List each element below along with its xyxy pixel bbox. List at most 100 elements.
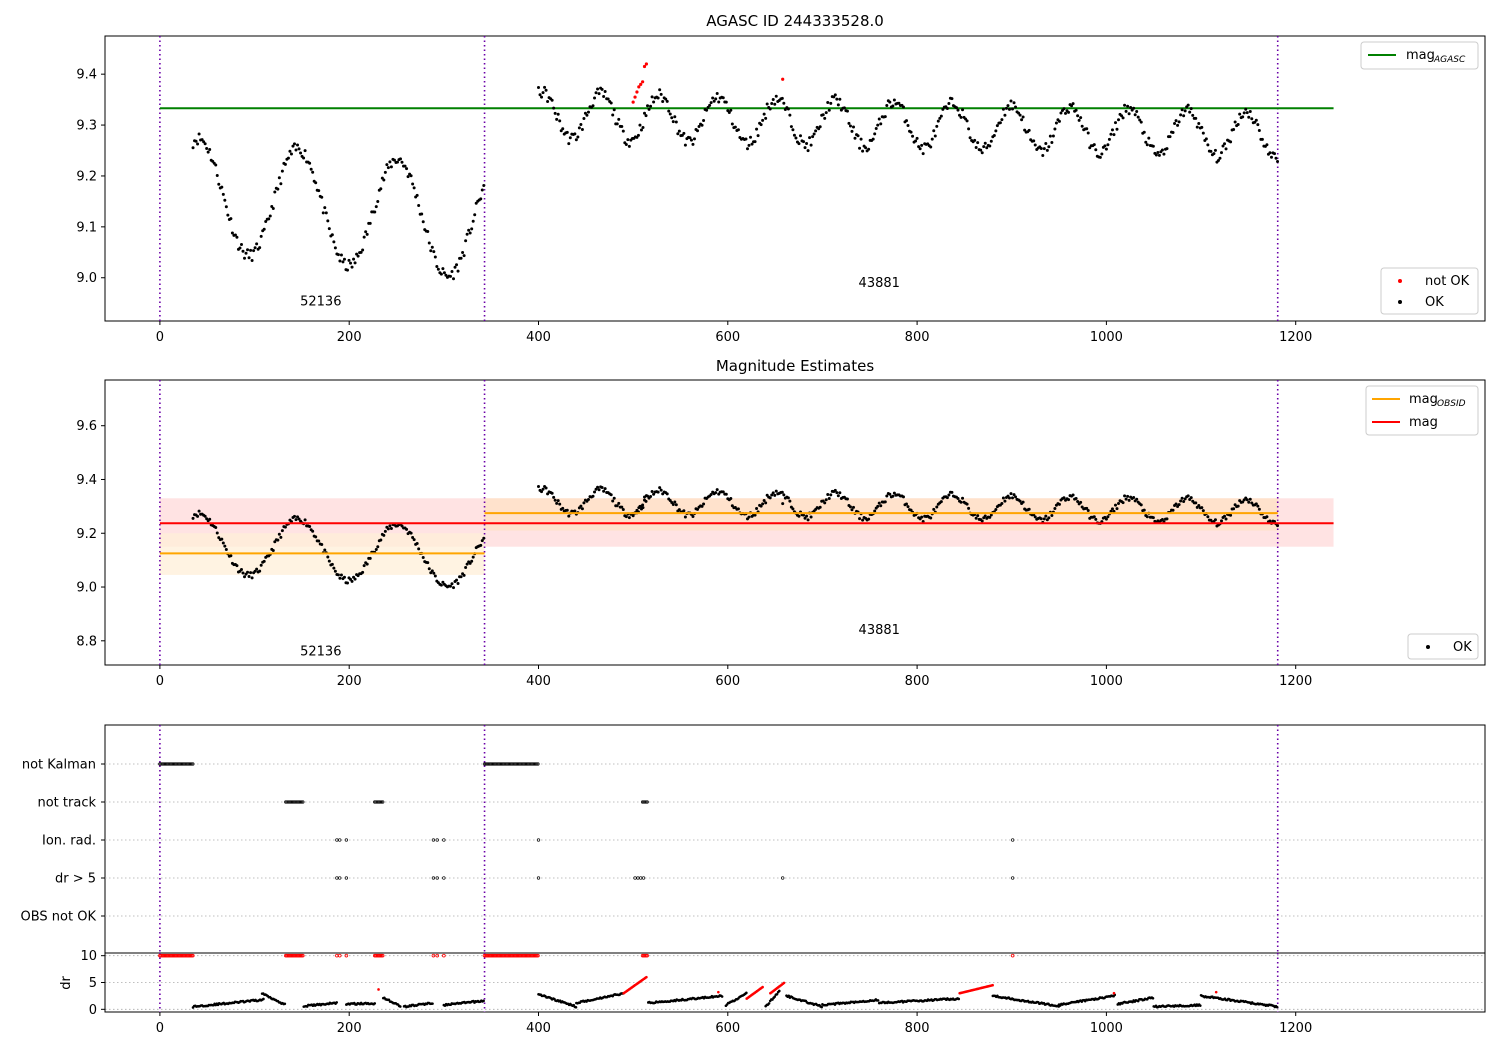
top-ok-point [939,114,943,118]
middle-ok-point [591,494,595,498]
top-ok-point [579,123,583,127]
middle-ok-point [468,561,472,565]
dr-clipped-marker [511,953,515,958]
top-axes-frame [104,35,1486,322]
top-ok-point [224,205,228,209]
top-ok-point [670,116,674,120]
middle-xtick-label: 1200 [1279,674,1312,689]
top-ok-point [711,96,715,100]
top-ok-point [652,100,656,104]
top-ok-point [1256,123,1260,127]
middle-ok-point [753,513,757,517]
dr-clipped-marker [179,953,184,958]
middle-ok-point [450,582,454,586]
top-ok-point [292,142,296,146]
top-ok-point [853,136,857,140]
top-ok-point [823,116,827,120]
middle-ok-point [308,525,312,529]
top-ok-point [279,182,283,186]
top-ok-point [650,95,654,99]
top-ok-point [250,258,254,262]
dr-clipped-marker [186,953,191,958]
middle-ok-point [1039,517,1043,521]
middle-ok-point [652,492,656,496]
middle-ok-point [1021,500,1025,504]
top-ok-point [283,162,287,166]
top-ok-point [558,119,562,123]
top-ok-point [730,122,734,126]
dr-point [820,1005,823,1009]
legend-mag-obsid-label: mag [1409,392,1438,407]
middle-ok-point [770,493,774,497]
middle-ok-point [635,508,639,512]
top-ok-point [1139,120,1143,124]
top-ok-point [388,160,392,164]
top-ok-point [291,144,295,148]
flags-category-label: Ion. rad. [42,834,96,849]
top-ok-point [468,231,472,235]
top-ok-point [1224,147,1228,151]
top-ok-point [683,143,687,147]
top-ok-point [812,132,816,136]
dr-clipped-marker [291,953,296,958]
top-ok-point [873,132,877,136]
dr-clipped-marker [525,953,530,958]
middle-ok-point [432,571,436,575]
dr-clipped-marker [374,953,378,958]
top-ok-point [1027,128,1031,132]
top-ok-point [1003,113,1007,117]
middle-obsid-label: 52136 [300,645,341,660]
middle-ok-point [967,506,971,510]
top-ok-point [620,124,624,128]
top-ok-point [314,181,318,185]
middle-ok-point [827,497,831,501]
middle-ok-point [383,529,387,533]
middle-ok-point [1250,501,1254,505]
middle-ok-point [1050,514,1054,518]
middle-ok-point [579,504,583,508]
flag-marker [379,800,384,804]
top-ok-point [576,135,580,139]
middle-ok-point [365,562,369,566]
top-ok-point [826,100,830,104]
middle-ok-point [247,574,251,578]
top-ok-point [191,146,195,150]
top-ok-point [1127,112,1131,116]
dr-point [574,1005,578,1009]
top-ok-point [692,137,696,141]
top-ok-point [365,232,369,236]
top-ok-point [555,117,559,121]
top-ok-point [929,145,933,149]
middle-ok-point [1124,497,1128,501]
legend-box [1380,267,1479,315]
middle-ok-point [717,492,721,496]
middle-ok-point [1139,503,1143,507]
top-ok-point [455,263,459,267]
middle-ok-point [602,489,606,493]
top-ok-point [1000,118,1004,122]
top-ok-point [901,105,905,109]
top-ok-point [941,107,945,111]
dr-ytick-label: 5 [89,976,97,991]
top-ok-point [877,117,881,121]
middle-ok-point [1248,497,1252,501]
top-ok-point [602,95,606,99]
top-ok-point [353,261,357,265]
top-ok-point [330,233,334,237]
top-ok-point [627,144,631,148]
top-ok-point [395,160,399,164]
middle-ok-point [249,571,253,575]
middle-ok-point [1182,499,1186,503]
dr-red-point [1214,990,1218,994]
top-ok-point [1067,110,1071,114]
dr-clipped-marker [528,953,532,958]
middle-ok-point [983,514,987,518]
middle-ok-point [441,580,445,584]
top-ok-point [702,119,706,123]
top-xtick-label: 0 [156,330,164,345]
dr-clipped-marker [490,953,495,958]
middle-ok-point [1183,497,1187,501]
top-ok-point [1059,111,1063,115]
middle-ok-point [1219,519,1223,523]
top-ok-point [1033,143,1037,147]
